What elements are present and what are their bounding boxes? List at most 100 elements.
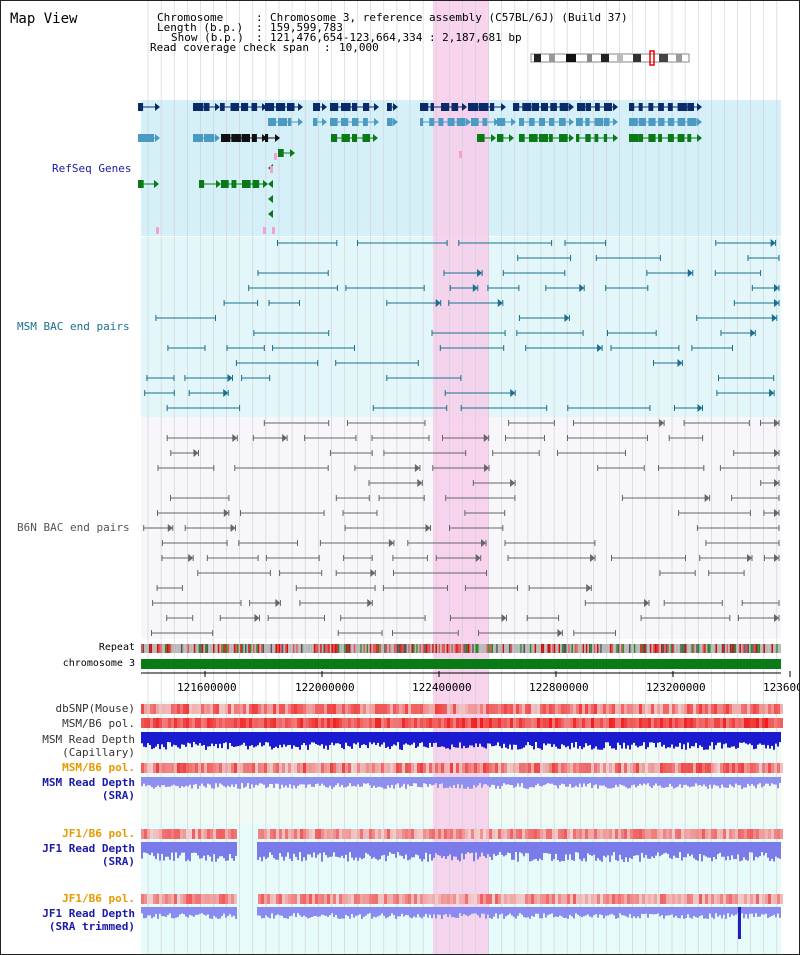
msm-sra-depth-bar [411,777,413,786]
msm-b6-pol-cell [351,763,354,773]
jf1-b6-pol-cell [666,894,669,904]
b6n-bac-pair-marker [747,554,753,562]
track-label-jf1-depth-sra-1[interactable]: JF1 Read Depth [42,842,135,855]
msm-sra-depth-bar [575,777,577,786]
repeat-element [381,644,383,653]
jf1-b6-pol-cell [558,829,561,839]
msm-capillary-depth-bar [473,732,475,748]
jf1-b6-pol-cell [474,829,477,839]
track-label-jf1-pol-2[interactable]: JF1/B6 pol. [62,892,135,905]
jf1-trimmed-depth-bar [161,907,163,917]
jf1-sra-depth-bar [517,842,519,862]
jf1-sra-depth-bar [697,842,699,861]
jf1-sra-depth-bar [755,842,757,857]
msm-b6-pol-cell [612,718,615,728]
jf1-sra-depth-bar [289,842,291,859]
track-label-b6n-bac[interactable]: B6N BAC end pairs [17,521,130,534]
msm-sra-depth-bar [295,777,297,789]
jf1-b6-pol-cell [153,894,156,904]
msm-sra-depth-bar [361,777,363,787]
msm-capillary-depth-bar [583,732,585,748]
msm-sra-depth-bar [417,777,419,787]
msm-sra-depth-bar [257,777,259,786]
jf1-sra-depth-bar [285,842,287,857]
track-label-msm-depth-cap-1[interactable]: MSM Read Depth [42,733,135,746]
jf1-trimmed-depth-bar [177,907,179,917]
msm-capillary-depth-bar [367,732,369,749]
dbsnp-density-cell [246,704,249,714]
track-label-jf1-pol-1[interactable]: JF1/B6 pol. [62,827,135,840]
msm-b6-pol-cell [645,718,648,728]
dbsnp-density-cell [516,704,519,714]
track-label-dbsnp[interactable]: dbSNP(Mouse) [55,702,135,715]
track-label-msm-b6-pol-2[interactable]: MSM/B6 pol. [62,761,135,774]
repeat-element [198,644,201,653]
msm-capillary-depth-bar [499,732,501,747]
jf1-b6-pol-cell [477,894,480,904]
jf1-b6-pol-cell [189,829,192,839]
msm-bac-pair-marker [769,389,775,397]
jf1-sra-depth-bar [499,842,501,852]
repeat-element [501,644,503,653]
gene-exon [265,134,269,142]
jf1-b6-pol-cell [222,894,225,904]
dbsnp-density-cell [210,704,213,714]
track-label-jf1-depth-sra-2: (SRA) [101,855,135,868]
msm-b6-pol-cell [513,763,516,773]
b6n-bac-pair-marker [484,464,490,472]
msm-capillary-depth-bar [141,732,143,744]
repeat-element [702,644,705,653]
b6n-bac-pair-marker [586,584,592,592]
msm-b6-pol-cell [210,718,213,728]
repeat-element [454,644,457,653]
b6n-bac-pair-marker [193,449,199,457]
jf1-b6-pol-cell [228,829,231,839]
dbsnp-density-cell [456,704,459,714]
msm-capillary-depth-bar [299,732,301,750]
jf1-sra-depth-bar [585,842,587,862]
gene-exon [604,103,612,111]
msm-b6-pol-cell [465,718,468,728]
b6n-bac-pair-marker [282,434,288,442]
track-label-msm-depth-sra-1[interactable]: MSM Read Depth [42,776,135,789]
jf1-sra-depth-bar [333,842,335,853]
msm-b6-pol-cell [684,763,687,773]
repeat-element [509,644,511,653]
msm-b6-pol-cell [378,718,381,728]
jf1-sra-depth-bar [639,842,641,862]
msm-b6-pol-cell [639,718,642,728]
jf1-b6-pol-cell [264,894,267,904]
msm-bac-pair-marker [597,344,603,352]
msm-sra-depth-bar [503,777,505,784]
jf1-sra-depth-bar [745,842,747,860]
msm-capillary-depth-bar [739,732,741,743]
jf1-sra-depth-bar [547,842,549,854]
jf1-trimmed-depth-bar [727,907,729,914]
msm-sra-depth-bar [211,777,213,789]
track-label-refseq[interactable]: RefSeq Genes [52,162,132,175]
dbsnp-density-cell [474,704,477,714]
track-label-chromosome[interactable]: chromosome 3 [62,658,135,669]
repeat-element [709,644,711,653]
track-label-msm-b6-pol-1[interactable]: MSM/B6 pol. [62,717,135,730]
gene-strand-arrow [511,118,516,126]
jf1-b6-pol-cell [498,829,501,839]
jf1-trimmed-depth-bar [457,907,459,918]
jf1-sra-depth-bar [591,842,593,856]
jf1-sra-depth-bar [611,842,613,856]
jf1-trimmed-depth-bar [297,907,299,914]
msm-sra-depth-bar [213,777,215,789]
jf1-sra-depth-bar [279,842,281,853]
track-label-msm-bac[interactable]: MSM BAC end pairs [17,320,130,333]
msm-capillary-depth-bar [313,732,315,743]
jf1-sra-depth-bar [461,842,463,854]
msm-b6-pol-cell [231,763,234,773]
msm-b6-pol-cell [468,718,471,728]
track-label-jf1-depth-trim-1[interactable]: JF1 Read Depth [42,907,135,920]
dbsnp-density-cell [759,704,762,714]
jf1-trimmed-depth-bar [589,907,591,917]
gene-exon [447,118,455,126]
msm-capillary-depth-bar [525,732,527,746]
track-label-repeat[interactable]: Repeat [98,642,135,653]
